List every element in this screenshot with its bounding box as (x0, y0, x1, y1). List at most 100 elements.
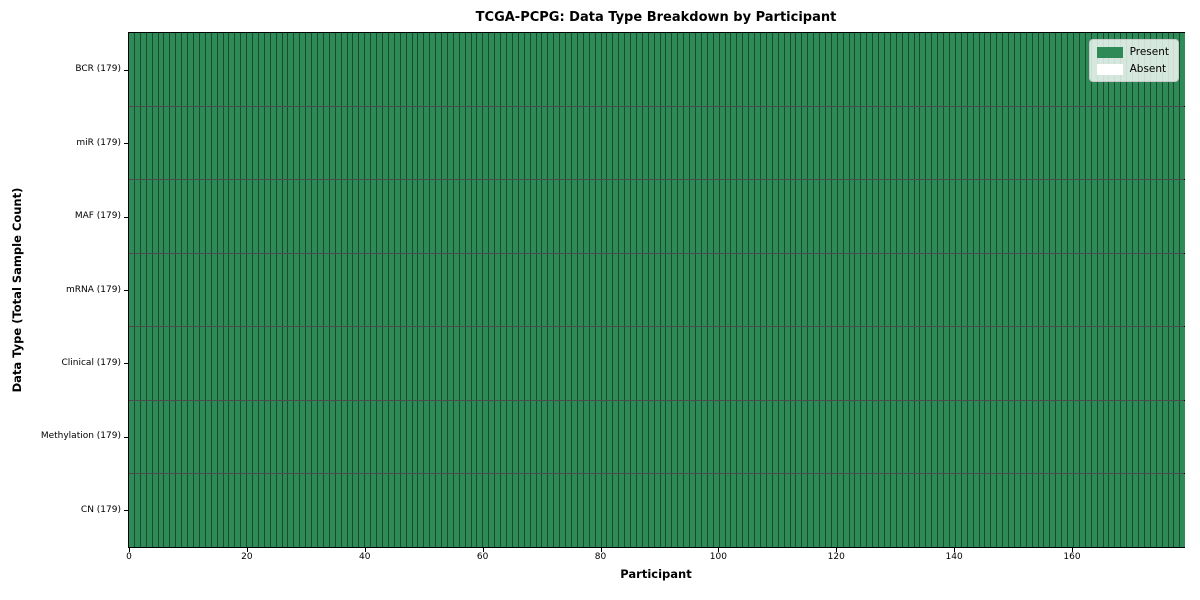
heatmap-cell (1032, 400, 1039, 474)
heatmap-cell (282, 106, 289, 180)
heatmap-cell (1162, 400, 1169, 474)
heatmap-cell (235, 327, 242, 400)
heatmap-cell (512, 327, 519, 400)
heatmap-cell (583, 400, 590, 474)
heatmap-cell (955, 253, 962, 327)
heatmap-cell (223, 33, 230, 106)
heatmap-cell (678, 400, 685, 474)
heatmap-cell (784, 474, 791, 548)
heatmap-cell (831, 180, 838, 253)
heatmap-cell (483, 474, 490, 548)
heatmap-cell (707, 253, 714, 327)
heatmap-cell (778, 474, 785, 548)
heatmap-cell (873, 106, 880, 180)
heatmap-cell (595, 474, 602, 548)
heatmap-cell (577, 106, 584, 180)
heatmap-cell (1068, 106, 1074, 180)
heatmap-cell (1091, 400, 1098, 474)
heatmap-cell (176, 474, 183, 548)
heatmap-cell (489, 474, 496, 548)
heatmap-cell (837, 400, 844, 474)
heatmap-cell (388, 327, 395, 400)
heatmap-cell (430, 400, 437, 474)
heatmap-cell (967, 327, 974, 400)
heatmap-cell (453, 106, 460, 180)
heatmap-cell (211, 253, 218, 327)
heatmap-cell (997, 253, 1004, 327)
heatmap-cell (619, 180, 626, 253)
heatmap-cell (613, 180, 620, 253)
heatmap-cell (164, 33, 171, 106)
heatmap-cell (949, 474, 956, 548)
heatmap-cell (589, 400, 596, 474)
heatmap-cell (1068, 180, 1074, 253)
heatmap-cell (382, 180, 389, 253)
heatmap-cell (1003, 106, 1010, 180)
heatmap-cell (507, 33, 513, 106)
heatmap-cell (973, 180, 980, 253)
heatmap-cell (926, 474, 933, 548)
heatmap-cell (1068, 253, 1074, 327)
heatmap-cell (920, 327, 927, 400)
heatmap-cell (1115, 180, 1122, 253)
heatmap-cell (430, 33, 437, 106)
heatmap-cell (129, 33, 135, 106)
heatmap-cell (1079, 33, 1086, 106)
heatmap-cell (512, 400, 519, 474)
heatmap-cell (436, 474, 443, 548)
heatmap-cell (1121, 106, 1128, 180)
heatmap-cell (288, 33, 295, 106)
heatmap-cell (743, 474, 750, 548)
heatmap-cell (642, 253, 649, 327)
heatmap-cell (329, 106, 336, 180)
heatmap-cell (737, 180, 744, 253)
heatmap-cell (229, 180, 236, 253)
heatmap-cell (241, 180, 248, 253)
heatmap-cell (235, 33, 242, 106)
heatmap-cell (1020, 474, 1027, 548)
heatmap-cell (164, 106, 171, 180)
heatmap-cell (1162, 106, 1169, 180)
heatmap-cell (158, 106, 165, 180)
heatmap-cell (1138, 400, 1145, 474)
heatmap-cell (365, 400, 372, 474)
heatmap-cell (235, 180, 242, 253)
heatmap-cell (820, 327, 826, 400)
heatmap-cell (979, 327, 986, 400)
heatmap-cell (300, 327, 307, 400)
heatmap-cell (660, 327, 667, 400)
heatmap-cell (359, 253, 366, 327)
heatmap-cell (979, 33, 986, 106)
heatmap-cell (235, 106, 242, 180)
heatmap-cell (802, 474, 809, 548)
heatmap-cell (512, 180, 519, 253)
heatmap-cell (1062, 327, 1069, 400)
heatmap-cell (418, 400, 425, 474)
heatmap-cell (512, 106, 519, 180)
heatmap-cell (536, 400, 543, 474)
heatmap-cell (1168, 400, 1175, 474)
heatmap-cell (465, 253, 472, 327)
heatmap-cell (831, 474, 838, 548)
heatmap-cell (347, 474, 354, 548)
heatmap-cell (524, 253, 531, 327)
heatmap-cell (684, 106, 691, 180)
heatmap-cell (566, 474, 572, 548)
heatmap-cell (294, 180, 301, 253)
heatmap-cell (725, 180, 732, 253)
y-tick-mark (124, 69, 128, 71)
heatmap-cell (140, 400, 147, 474)
heatmap-cell (1050, 327, 1057, 400)
heatmap-cell (589, 327, 596, 400)
heatmap-cell (471, 474, 478, 548)
heatmap-cell (536, 474, 543, 548)
heatmap-cell (696, 33, 702, 106)
x-tick-mark (482, 548, 484, 552)
heatmap-cell (507, 253, 513, 327)
heatmap-cell (790, 106, 797, 180)
heatmap-cell (270, 474, 277, 548)
heatmap-cell (684, 253, 691, 327)
heatmap-cell (867, 327, 874, 400)
heatmap-cell (719, 33, 726, 106)
heatmap-cell (1056, 400, 1063, 474)
